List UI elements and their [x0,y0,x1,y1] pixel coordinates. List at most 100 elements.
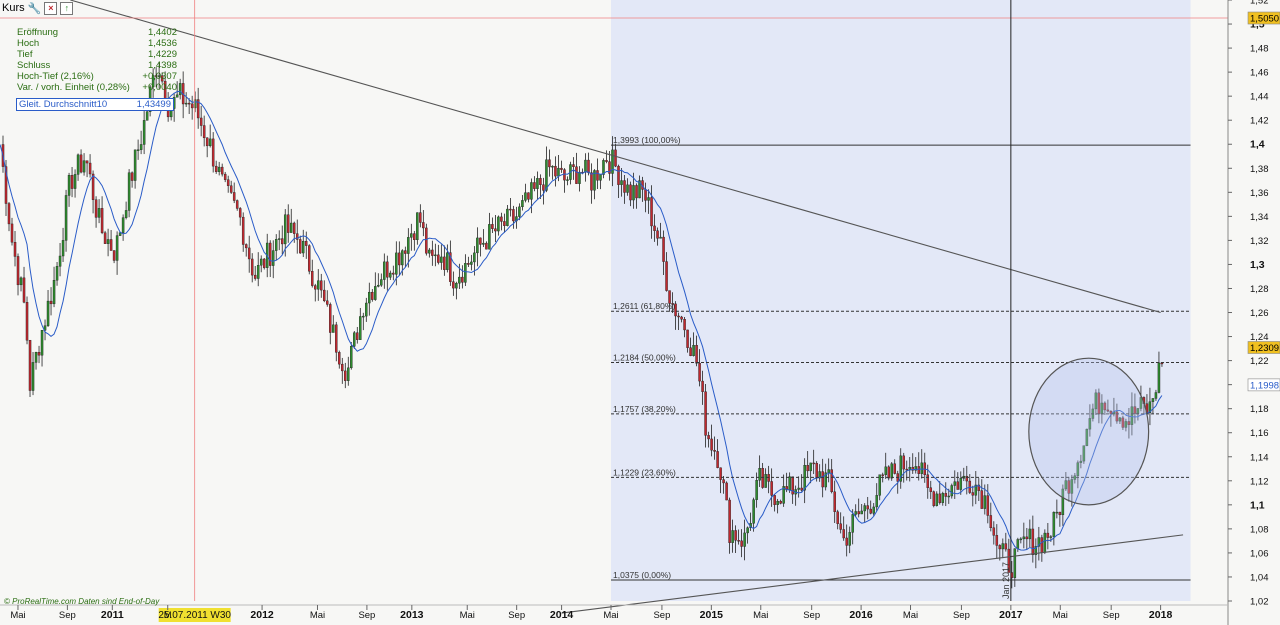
candle-body [653,225,656,231]
candle-body [154,75,158,77]
info-label: Hoch [17,38,40,50]
time-tick-label: Sep [953,610,970,621]
candle-body [524,192,527,201]
candle-body [22,277,26,303]
candle-body [710,438,713,451]
price-tag [1247,378,1280,392]
expand-icon[interactable]: ↑ [60,1,74,15]
candle-body [512,209,515,222]
candle-body [4,166,8,204]
candle-body [142,120,146,145]
candle-body [106,239,110,244]
candle-body [1157,362,1161,393]
candle-body [40,329,44,356]
candle-body [830,469,833,493]
candle-body [55,266,59,281]
candle-body [425,227,428,254]
candle-body [211,138,215,167]
highlight-ellipse [1028,357,1150,506]
info-row: Hoch 1,4536 [17,38,177,49]
candle-body [464,263,467,283]
candle-body [971,492,975,496]
candle-body [506,208,509,226]
price-tick-label: 1,42 [1250,116,1269,127]
candle-body [280,238,284,245]
candle-body [1040,537,1044,553]
candle-body [277,238,281,240]
candle-body [908,466,911,470]
candle-body [1106,409,1110,412]
candle-body [34,352,38,363]
candle-body [37,352,41,356]
candle-body [839,523,842,530]
candle-body [434,254,437,257]
candle-body [509,208,512,211]
time-tick-label: Mai [310,610,325,621]
candle-body [857,511,860,515]
candle-body [494,228,497,232]
candle-body [335,324,338,353]
candle-body [491,224,494,229]
candle-body [848,532,851,546]
price-tag-label: 1,5050 [1250,14,1279,25]
candle-body [1085,428,1089,446]
candle-body [980,490,984,509]
candle-body [109,239,113,251]
candle-body [1061,488,1065,516]
candle-body [719,467,722,480]
candle-body [94,199,98,218]
candle-body [295,233,299,240]
ohlc-info-panel: Eröffnung 1,4402 Hoch 1,4536 Tief 1,4229 Schlu… [17,27,177,94]
candle-body [121,217,125,233]
time-tick-label: 2012 [250,609,274,621]
close-icon[interactable]: × [44,1,58,15]
candle-body [692,345,695,357]
candle-body [482,242,485,245]
candle-body [365,302,368,317]
candle-body [250,258,254,276]
candle-body [566,179,569,181]
price-tick-label: 1,32 [1250,236,1269,247]
candle-body [827,469,830,473]
candle-body [350,346,353,369]
candle-body [476,237,479,254]
candle-body [79,154,83,173]
candle-body [458,276,461,284]
candle-body [1121,417,1125,428]
candle-body [611,149,614,174]
candle-body [560,167,563,170]
fib-shade-rect [611,0,1191,601]
candle-body [518,206,521,217]
moving-average-line [0,90,1163,551]
candle-body [836,511,839,524]
candle-body [437,254,440,263]
candle-body [19,277,23,286]
moving-average-legend[interactable]: Gleit. Durchschnitt10 1,43499 [16,98,174,111]
candle-body [229,185,233,193]
candle-body [854,511,857,515]
time-tick-label: Sep [803,610,820,621]
candle-body [473,252,476,263]
candle-body [650,197,653,227]
candle-body [241,216,245,245]
price-tick-label: 1,52 [1250,0,1269,7]
candle-body [575,166,578,184]
candle-body [914,466,917,471]
candle-body [461,276,464,283]
candle-body [776,500,779,505]
info-value: 1,4229 [147,49,177,61]
candle-body [860,510,863,515]
candle-body [262,258,266,268]
price-tag [1247,341,1280,354]
candle-body [226,179,230,186]
candle-body [127,172,131,211]
candle-body [869,508,872,514]
candle-body [815,462,818,479]
candle-body [779,500,782,504]
candle-body [497,216,500,232]
candle-body [683,319,686,331]
candle-body [698,363,701,382]
time-tick-label: 2016 [849,609,873,621]
wrench-icon[interactable]: 🔧 [27,2,42,15]
